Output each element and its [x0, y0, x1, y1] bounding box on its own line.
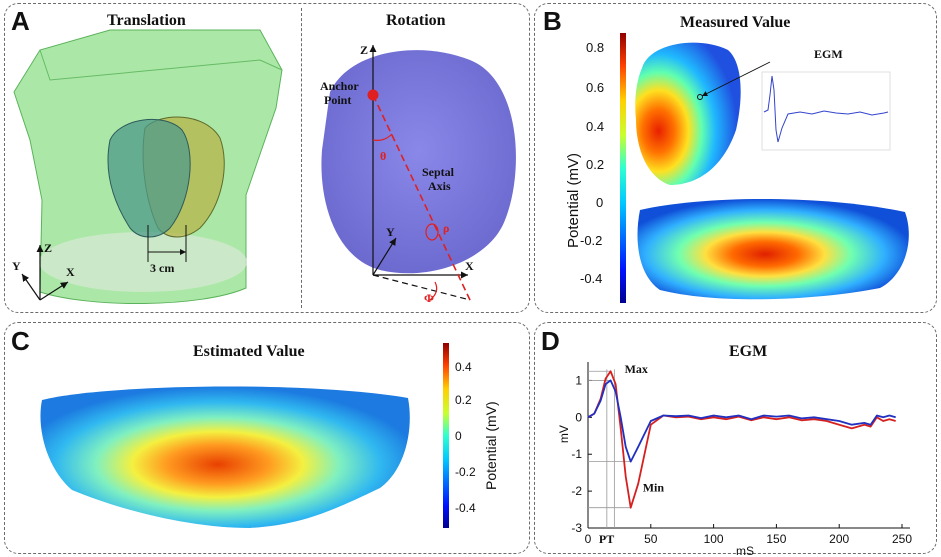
cb-c-tick-1: 0.2 [455, 393, 472, 407]
colorbar-b [620, 33, 626, 303]
rotation-heart [321, 50, 516, 274]
phi-label: Φ [424, 291, 434, 305]
y-axis-label: mV [557, 425, 571, 443]
cb-c-tick-0: 0.4 [455, 360, 472, 374]
cb-c-tick-3: -0.2 [455, 465, 476, 479]
x-tick-label-2: 100 [704, 532, 724, 546]
y-tick-label-3: -2 [571, 484, 582, 498]
annotation-min: Min [643, 481, 665, 495]
measured-map-top [635, 42, 741, 186]
translation-title: Translation [107, 12, 186, 29]
annotation-max: Max [625, 362, 648, 376]
cb-c-label: Potential (mV) [483, 401, 499, 490]
x-axis-label: mS [736, 544, 754, 557]
x-tick-label-0: 0 [585, 532, 592, 546]
y-tick-label-4: -3 [571, 521, 582, 535]
cb-b-tick-3: 0.2 [586, 157, 604, 172]
cb-b-label: Potential (mV) [565, 153, 582, 248]
shell-top-edge [39, 49, 283, 81]
estimated-map [40, 386, 410, 528]
rot-axis-z: Z [360, 43, 368, 57]
cb-b-tick-1: 0.6 [586, 80, 604, 95]
anchor-label-1: Anchor [320, 79, 359, 93]
series-measured [587, 370, 896, 509]
egm-site-marker [697, 94, 703, 100]
egm-inset-trace [763, 75, 889, 143]
cb-b-tick-2: 0.4 [586, 119, 604, 134]
panel-b-label: B [543, 6, 562, 36]
panel-a-label: A [11, 6, 30, 36]
distance-label: 3 cm [150, 261, 174, 275]
estimated-title: Estimated Value [193, 343, 305, 360]
septal-axis-line [372, 94, 471, 301]
series-estimated [587, 379, 896, 463]
theta-label: θ [380, 149, 386, 163]
panel-c-label: C [11, 326, 30, 356]
panel-d-label: D [541, 326, 560, 356]
x-tick-label-1: 50 [644, 532, 658, 546]
rot-axis-y: Y [386, 225, 395, 239]
x-tick-label-4: 200 [829, 532, 849, 546]
anchor-label-2: Point [324, 93, 351, 107]
cb-c-tick-4: -0.4 [455, 501, 476, 515]
colorbar-c [443, 343, 449, 528]
septal-label-1: Septal [422, 165, 455, 179]
measured-map-bottom [637, 199, 909, 300]
rotation-title: Rotation [386, 12, 446, 29]
egm-pointer-label: EGM [814, 47, 843, 61]
panel-a-divider [301, 8, 302, 308]
panel-b [534, 3, 937, 313]
annotation-pt: PT [599, 532, 614, 546]
trans-axis-y: Y [12, 259, 21, 273]
cb-b-tick-6: -0.4 [580, 271, 602, 286]
septal-label-2: Axis [428, 179, 451, 193]
rho-label: ρ [443, 221, 449, 235]
cb-c-tick-2: 0 [455, 429, 462, 443]
rot-axis-x: X [465, 259, 474, 273]
heart-original [107, 118, 191, 238]
trans-axis-z: Z [44, 241, 52, 255]
y-tick-label-0: 1 [575, 373, 582, 387]
x-tick-label-5: 250 [892, 532, 912, 546]
trans-axis-x: X [66, 265, 75, 279]
egm-title: EGM [729, 343, 768, 360]
x-tick-label-3: 150 [766, 532, 786, 546]
shell-base [39, 232, 247, 292]
cb-b-tick-5: -0.2 [580, 233, 602, 248]
panel-c [4, 322, 530, 554]
cb-b-tick-0: 0.8 [586, 40, 604, 55]
y-tick-label-1: 0 [575, 410, 582, 424]
measured-title: Measured Value [680, 14, 791, 31]
anchor-point-dot [367, 89, 379, 101]
panel-a [4, 3, 530, 313]
cb-b-tick-4: 0 [596, 195, 603, 210]
panel-d [534, 322, 937, 554]
y-tick-label-2: -1 [571, 447, 582, 461]
